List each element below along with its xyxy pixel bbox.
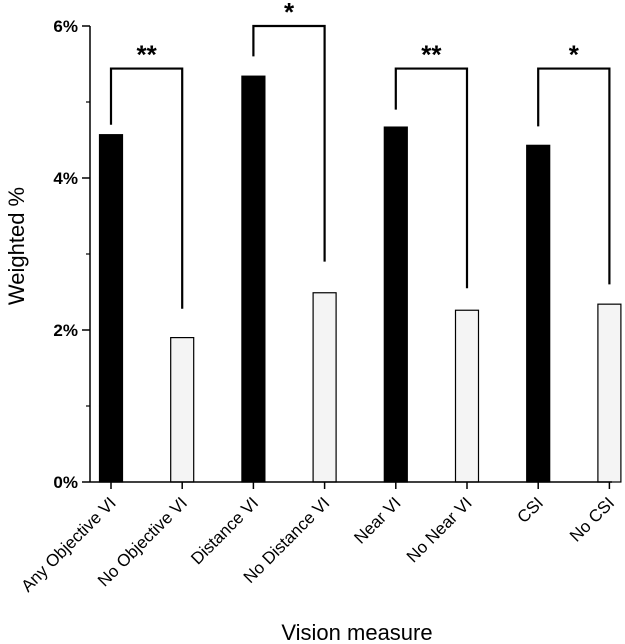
bar-no-objective-vi (170, 337, 195, 483)
significance-label: * (569, 40, 580, 70)
significance-bracket (394, 67, 469, 289)
bar-no-distance-vi (312, 292, 337, 483)
y-tick-label: 4% (53, 169, 78, 188)
y-tick-label: 2% (53, 321, 78, 340)
category-label: No Near VI (403, 493, 476, 566)
bar-any-objective-vi (98, 134, 124, 483)
category-label: Distance VI (187, 493, 262, 568)
category-label: No CSI (566, 493, 618, 545)
bar-no-csi (597, 303, 622, 483)
significance-label: ** (421, 40, 442, 70)
bar-near-vi (383, 126, 408, 483)
bar-no-near-vi (454, 309, 480, 483)
significance-label: * (284, 0, 295, 27)
category-label: CSI (514, 493, 547, 526)
y-tick-label: 6% (53, 17, 78, 36)
y-tick-label: 0% (53, 473, 78, 492)
significance-bracket (109, 67, 184, 309)
significance-bracket (537, 67, 611, 285)
x-axis-title: Vision measure (281, 620, 432, 644)
y-ticks-layer: 0% 2% 4% 6% (53, 17, 90, 492)
significance-bracket (252, 24, 326, 262)
y-axis-title: Weighted % (4, 187, 29, 305)
category-label: Near VI (350, 493, 404, 547)
bars-layer (98, 75, 622, 483)
significance-layer: ***** * (109, 0, 611, 309)
bar-csi (526, 144, 551, 483)
significance-label: ** (136, 40, 157, 70)
bar-distance-vi (241, 75, 266, 483)
